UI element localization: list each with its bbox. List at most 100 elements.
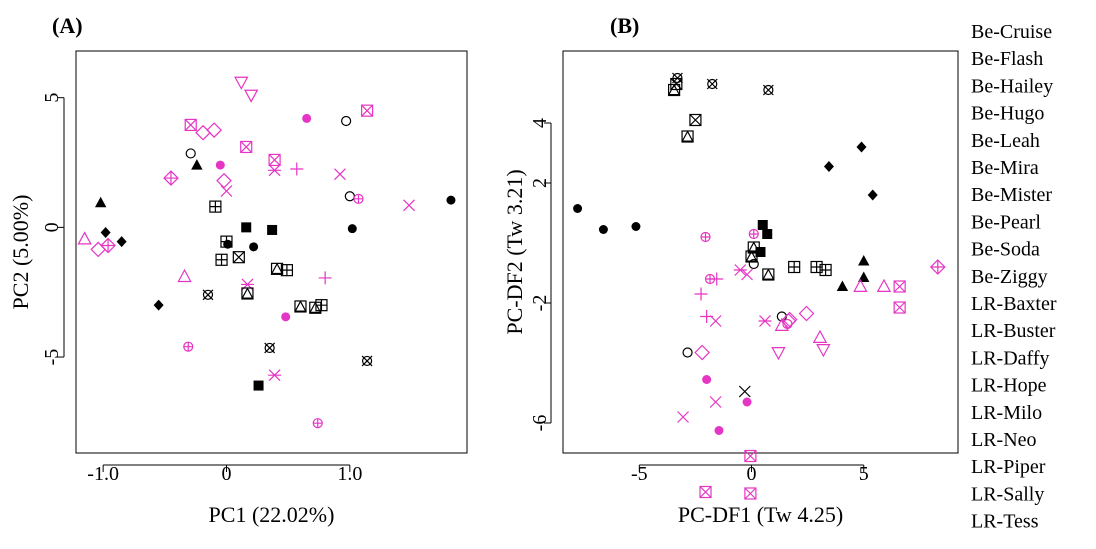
- data-point-circle: [682, 347, 693, 358]
- data-point-boxx: [699, 485, 712, 499]
- data-point-triangle: [858, 255, 870, 266]
- legend-label: LR-Piper: [971, 456, 1046, 478]
- data-point-boxplus: [280, 264, 294, 277]
- data-point-tridown: [771, 347, 786, 361]
- data-point-diamond: [856, 141, 867, 153]
- data-point-diamond: [90, 241, 107, 258]
- data-point-triangle: [858, 271, 870, 282]
- data-point-boxx: [184, 118, 197, 132]
- data-point-square: [267, 224, 278, 235]
- data-point-circle: [748, 258, 759, 270]
- data-point-triangle: [177, 268, 192, 283]
- data-point-plus: [710, 272, 724, 286]
- data-point-times: [220, 185, 233, 197]
- data-point-circlex: [706, 78, 718, 90]
- data-point-boxtri: [681, 130, 694, 143]
- data-point-triangle: [836, 280, 849, 291]
- data-point-asterisk: [758, 315, 772, 327]
- data-point-boxx: [689, 113, 702, 127]
- data-point-boxtri: [241, 287, 254, 300]
- data-point-times: [334, 168, 346, 181]
- legend-label: Be-Soda: [971, 239, 1040, 261]
- data-point-diamondplus: [163, 170, 179, 186]
- data-point-circlex: [762, 84, 774, 96]
- panel-b-x-tick-label: 5: [859, 463, 869, 485]
- data-point-boxplus: [819, 263, 832, 277]
- data-point-asterisk: [268, 164, 282, 177]
- legend-label: Be-Mira: [971, 157, 1039, 179]
- data-point-triangle: [774, 317, 790, 331]
- data-point-circleplus: [700, 231, 711, 243]
- data-point-diamond: [116, 236, 127, 248]
- data-point-boxx: [360, 104, 374, 117]
- data-point-circleplus: [312, 418, 323, 429]
- data-point-dot: [742, 397, 752, 407]
- panel-b-x-axis-label: PC-DF1 (Tw 4.25): [678, 502, 843, 527]
- data-point-boxtri: [762, 268, 775, 281]
- legend-label: LR-Tess: [971, 511, 1039, 533]
- data-point-boxtimes: [240, 140, 253, 154]
- data-point-circleplus: [183, 341, 194, 352]
- data-point-square: [241, 222, 252, 233]
- legend-label: Be-Ziggy: [971, 266, 1048, 288]
- data-point-boxtri: [294, 300, 307, 313]
- panel-a: (A) -1.0 0 1.0 -5 0 5 PC1 (22.02%) PC2 (5.00%): [8, 13, 468, 527]
- data-point-triangle: [853, 278, 868, 292]
- data-point-circleplus: [748, 228, 759, 240]
- data-point-dot: [573, 204, 583, 213]
- data-point-plus: [290, 162, 304, 176]
- data-point-diamond: [823, 161, 834, 172]
- legend-label: Be-Hailey: [971, 75, 1053, 97]
- data-point-triangle: [77, 231, 92, 245]
- data-point-tridown: [243, 89, 259, 103]
- data-point-asterisk: [268, 369, 282, 382]
- data-point-dot: [249, 242, 259, 252]
- panel-a-points: [77, 76, 456, 429]
- panel-a-y-tick-label: -5: [41, 349, 63, 366]
- data-point-circlex: [361, 355, 373, 367]
- panel-b-y-tick-label: 4: [529, 118, 551, 128]
- legend-label: Be-Hugo: [971, 103, 1044, 125]
- data-point-diamond: [153, 299, 164, 311]
- data-point-diamond: [216, 172, 232, 189]
- panel-a-x-tick-label: 0: [221, 463, 231, 485]
- data-point-dot: [215, 160, 225, 170]
- data-point-circleplus: [353, 193, 364, 204]
- data-point-dot: [631, 222, 641, 231]
- data-point-boxx: [744, 449, 757, 463]
- data-point-diamond: [206, 122, 222, 138]
- data-point-diamond: [100, 227, 111, 239]
- data-point-square: [762, 229, 773, 239]
- data-point-times: [709, 396, 722, 408]
- legend-label: LR-Buster: [971, 320, 1056, 342]
- panel-b-title: (B): [610, 13, 639, 38]
- data-point-square: [253, 380, 264, 391]
- data-point-diamond: [867, 189, 878, 201]
- legend-label: LR-Daffy: [971, 347, 1050, 369]
- data-point-circle: [341, 115, 352, 127]
- panel-b-y-tick-label: -2: [529, 295, 551, 312]
- data-point-times: [709, 315, 722, 327]
- legend-label: LR-Neo: [971, 429, 1037, 451]
- data-point-circle: [344, 191, 355, 202]
- legend: Be-Cruise Be-Flash Be-Hailey Be-Hugo Be-Leah…: [971, 21, 1057, 533]
- data-point-dot: [702, 375, 712, 384]
- panel-b-x-tick-label: -5: [631, 463, 648, 485]
- data-point-diamond: [694, 344, 710, 361]
- panel-a-x-axis-label: PC1 (22.02%): [209, 502, 335, 527]
- legend-label: LR-Hope: [971, 375, 1047, 397]
- panel-a-x-tick-label: 1.0: [337, 463, 362, 485]
- data-point-circlex: [264, 342, 276, 354]
- data-point-diamond: [798, 305, 815, 322]
- data-point-times: [738, 385, 751, 398]
- data-point-boxx: [268, 153, 281, 167]
- legend-label: Be-Pearl: [971, 211, 1041, 233]
- data-point-triangle: [94, 196, 107, 208]
- data-point-plus: [318, 271, 332, 285]
- data-point-dot: [223, 239, 233, 249]
- legend-label: Be-Leah: [971, 130, 1040, 152]
- data-point-boxx: [232, 251, 245, 264]
- data-point-boxplus: [788, 260, 801, 274]
- panel-a-y-tick-label: 5: [41, 93, 63, 103]
- data-point-dot: [347, 224, 357, 234]
